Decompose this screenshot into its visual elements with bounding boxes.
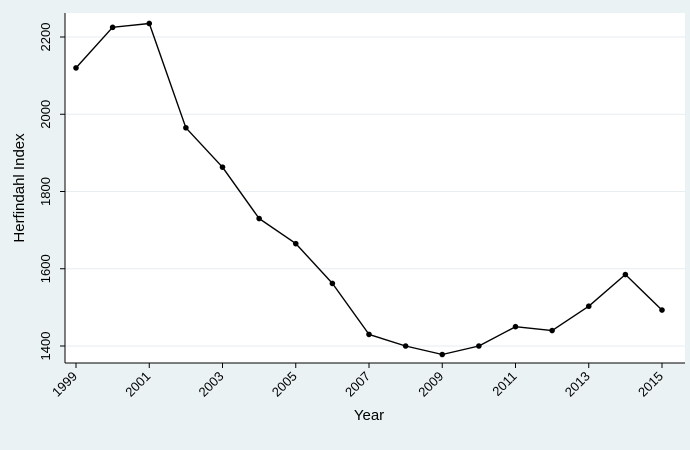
y-axis-title: Herfindahl Index bbox=[11, 133, 28, 243]
data-point-2013 bbox=[585, 303, 592, 310]
y-tick-label-2200: 2200 bbox=[38, 23, 53, 52]
series-group bbox=[73, 20, 665, 358]
data-point-2012 bbox=[549, 327, 555, 334]
y-tick-label-2000: 2000 bbox=[38, 100, 53, 129]
data-point-2014 bbox=[622, 271, 629, 278]
data-point-2004 bbox=[256, 215, 262, 222]
data-point-2008 bbox=[402, 343, 409, 349]
y-tick-label-1800: 1800 bbox=[38, 177, 53, 206]
y-tick-label-1400: 1400 bbox=[38, 332, 53, 361]
y-tick-label-1600: 1600 bbox=[38, 254, 53, 283]
data-point-2011 bbox=[512, 323, 519, 330]
data-point-1999 bbox=[73, 65, 79, 71]
data-point-2009 bbox=[439, 351, 446, 358]
axes bbox=[60, 13, 685, 368]
data-point-2003 bbox=[219, 164, 226, 170]
grid-lines bbox=[65, 36, 685, 347]
data-point-2007 bbox=[366, 331, 372, 338]
plot-area bbox=[65, 13, 685, 363]
data-point-2002 bbox=[183, 124, 189, 131]
data-point-2015 bbox=[659, 307, 665, 313]
data-point-2010 bbox=[476, 343, 482, 349]
data-point-2005 bbox=[292, 240, 299, 247]
data-point-2001 bbox=[146, 20, 153, 27]
data-point-2000 bbox=[109, 24, 116, 31]
data-point-2006 bbox=[329, 280, 336, 287]
x-axis-title: Year bbox=[354, 407, 384, 424]
